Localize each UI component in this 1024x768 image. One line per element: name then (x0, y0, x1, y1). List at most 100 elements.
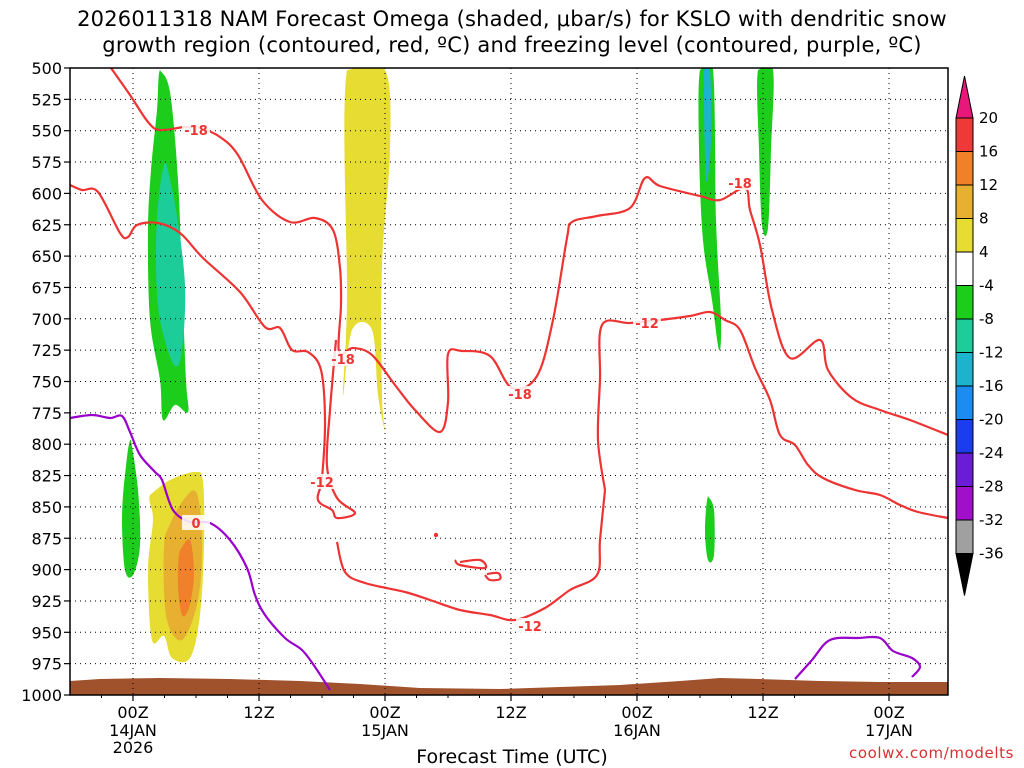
dgz-contour-18-lower (70, 183, 357, 520)
chart-title: 2026011318 NAM Forecast Omega (shaded, μ… (0, 6, 1024, 58)
dgz-contour-12-upper (596, 310, 948, 520)
omega-region-upward-low (122, 439, 141, 578)
colorbar-tick-label-9: -20 (979, 411, 1004, 429)
colorbar: 20 16 12 8 4 -4 -8 -12 -16 -20 -24 -28 -32 -36 (955, 75, 1004, 596)
contour-label-bg (516, 618, 544, 633)
title-line-1: 2026011318 NAM Forecast Omega (shaded, μ… (77, 7, 947, 31)
colorbar-tick-label-0: 20 (979, 109, 998, 127)
y-tick-label-575: 575 (31, 153, 62, 172)
contour-label-bg (506, 386, 534, 401)
colorbar-tick-label-7: -12 (979, 344, 1004, 362)
colorbar-tick-label-1: 16 (979, 143, 998, 161)
y-tick-label-625: 625 (31, 216, 62, 235)
dgz-contour-12-lower (335, 489, 607, 622)
colorbar-bin-12 (955, 519, 974, 554)
contour-label-bg (726, 175, 754, 190)
colorbar-tick-label-4: 4 (979, 243, 989, 261)
y-tick-label-725: 725 (31, 341, 62, 360)
x-tick-sublabel-48-0: 16JAN (613, 721, 661, 740)
contour-label-bg (182, 515, 210, 530)
colorbar-tick-label-2: 12 (979, 176, 998, 194)
contour-label-2: -18 (508, 388, 532, 403)
credit-link[interactable]: coolwx.com/modelts (849, 744, 1014, 762)
y-tick-label-600: 600 (31, 184, 62, 203)
contour-label-0: -18 (184, 124, 208, 139)
omega-region-upward-late-core (703, 68, 712, 183)
colorbar-bin-0 (955, 117, 974, 152)
omega-region-downward-mid (342, 68, 391, 430)
x-tick-label-72: 00Z (873, 703, 904, 722)
x-tick-label-24: 00Z (369, 703, 400, 722)
dgz-contour-small-2 (484, 571, 502, 582)
contour-label-3: -12 (310, 476, 334, 491)
terrain-layer (70, 678, 948, 695)
omega-region-upward-core (155, 161, 186, 367)
y-tick-label-975: 975 (31, 655, 62, 674)
x-tick-label-12: 12Z (243, 703, 274, 722)
y-tick-label-900: 900 (31, 561, 62, 580)
x-tick-sublabel-24-0: 15JAN (361, 721, 409, 740)
contour-label-1: -18 (331, 353, 355, 368)
y-tick-label-750: 750 (31, 373, 62, 392)
colorbar-bin-2 (955, 184, 974, 219)
x-tick-label-48: 00Z (621, 703, 652, 722)
contour-label-5: -12 (518, 620, 542, 635)
y-tick-label-700: 700 (31, 310, 62, 329)
contour-label-4: -12 (635, 317, 659, 332)
contour-label-layer: -18 -18 -18 -12 -12 -12 -18 0 (182, 122, 754, 635)
x-tick-label-0: 00Z (117, 703, 148, 722)
dgz-contour-small-1 (454, 558, 488, 570)
contour-label-bg (329, 351, 357, 366)
colorbar-over-triangle (955, 75, 974, 119)
y-tick-label-1000: 1000 (21, 686, 62, 705)
colorbar-tick-label-5: -4 (979, 277, 994, 295)
dgz-contour-dot (433, 532, 439, 538)
colorbar-tick-label-6: -8 (979, 310, 994, 328)
colorbar-under-triangle (955, 553, 974, 596)
colorbar-bin-3 (955, 218, 974, 253)
y-tick-label-525: 525 (31, 90, 62, 109)
colorbar-tick-label-8: -16 (979, 377, 1004, 395)
colorbar-bin-8 (955, 385, 974, 420)
colorbar-bin-1 (955, 151, 974, 186)
omega-region-upward-late2 (757, 68, 774, 237)
y-tick-label-650: 650 (31, 247, 62, 266)
colorbar-bin-11 (955, 486, 974, 521)
y-tick-label-500: 500 (31, 59, 62, 78)
contour-label-bg (182, 122, 210, 137)
omega-region-upward-late (698, 68, 722, 351)
omega-region-upward-late-low (705, 496, 715, 563)
title-line-2: growth region (contoured, red, ºC) and f… (102, 33, 922, 57)
freezing-level-contour-late (794, 635, 922, 680)
x-axis-title: Forecast Time (UTC) (416, 746, 608, 768)
dgz-contour-18-upper (110, 68, 948, 437)
colorbar-bin-5 (955, 285, 974, 320)
colorbar-tick-label-10: -24 (979, 444, 1004, 462)
y-tick-label-850: 850 (31, 498, 62, 517)
omega-region-downward-12 (177, 539, 195, 617)
x-tick-sublabel-72-0: 17JAN (865, 721, 913, 740)
y-tick-label-775: 775 (31, 404, 62, 423)
y-tick-label-550: 550 (31, 122, 62, 141)
contour-label-bg (308, 474, 336, 489)
colorbar-tick-label-11: -28 (979, 478, 1004, 496)
y-tick-label-675: 675 (31, 278, 62, 297)
colorbar-bin-9 (955, 419, 974, 454)
terrain-ground (70, 678, 948, 695)
x-tick-label-60: 12Z (747, 703, 778, 722)
y-tick-label-950: 950 (31, 623, 62, 642)
y-tick-label-825: 825 (31, 467, 62, 486)
x-tick-sublabel-0-1: 2026 (113, 738, 154, 757)
y-tick-label-925: 925 (31, 592, 62, 611)
colorbar-bin-7 (955, 352, 974, 387)
colorbar-tick-label-12: -32 (979, 511, 1004, 529)
colorbar-bin-10 (955, 452, 974, 487)
plot-background (70, 68, 948, 695)
colorbar-bin-6 (955, 318, 974, 353)
y-tick-label-875: 875 (31, 529, 62, 548)
x-tick-sublabel-0-0: 14JAN (109, 721, 157, 740)
contour-label-6: -18 (728, 177, 752, 192)
x-tick-label-36: 12Z (495, 703, 526, 722)
